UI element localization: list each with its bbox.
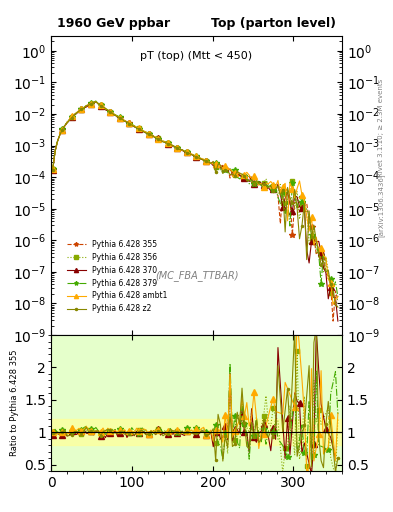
Pythia 6.428 355 (278, 221, 283, 227)
Legend: Pythia 6.428 355, Pythia 6.428 356, Pythia 6.428 370, Pythia 6.428 379, Pythia 6: Pythia 6.428 355, Pythia 6.428 356, Pyth… (64, 237, 170, 316)
Y-axis label: Ratio to Pythia 6.428 355: Ratio to Pythia 6.428 355 (10, 350, 19, 456)
Pythia 6.428 355 (331, 318, 336, 324)
Pythia 6.428 ambt1 (94, 99, 98, 105)
Pythia 6.428 356 (129, 122, 134, 128)
Pythia 6.428 355 (328, 283, 333, 289)
Pythia 6.428 ambt1 (336, 294, 340, 300)
Pythia 6.428 379 (50, 166, 55, 173)
Pythia 6.428 356 (278, 181, 283, 187)
Pythia 6.428 355 (211, 159, 216, 165)
Pythia 6.428 379 (249, 177, 254, 183)
Pythia 6.428 ambt1 (113, 112, 118, 118)
Line: Pythia 6.428 356: Pythia 6.428 356 (51, 99, 340, 309)
Pythia 6.428 355 (249, 178, 254, 184)
Pythia 6.428 ambt1 (129, 122, 134, 128)
Pythia 6.428 355 (113, 112, 118, 118)
Line: Pythia 6.428 355: Pythia 6.428 355 (50, 99, 341, 324)
Pythia 6.428 370 (211, 163, 216, 169)
Bar (51, 419, 342, 445)
Pythia 6.428 379 (113, 112, 118, 118)
Pythia 6.428 355 (94, 99, 98, 105)
Pythia 6.428 355 (129, 122, 134, 128)
Pythia 6.428 356 (336, 294, 340, 301)
Text: [arXiv:1306.3436]: [arXiv:1306.3436] (378, 173, 385, 237)
Pythia 6.428 355 (336, 297, 340, 304)
Pythia 6.428 356 (211, 161, 216, 167)
Pythia 6.428 370 (249, 174, 254, 180)
Text: Top (parton level): Top (parton level) (211, 17, 336, 30)
Pythia 6.428 356 (94, 98, 98, 104)
Pythia 6.428 z2 (278, 193, 283, 199)
Bar (51, 329, 342, 471)
Line: Pythia 6.428 z2: Pythia 6.428 z2 (51, 100, 340, 309)
Pythia 6.428 z2 (211, 158, 216, 164)
Pythia 6.428 356 (249, 175, 254, 181)
Pythia 6.428 379 (328, 276, 333, 283)
Pythia 6.428 z2 (336, 304, 340, 310)
Pythia 6.428 370 (328, 284, 333, 290)
Text: pT (top) (Mtt < 450): pT (top) (Mtt < 450) (140, 51, 253, 61)
Pythia 6.428 370 (336, 318, 340, 324)
Pythia 6.428 z2 (94, 99, 98, 105)
Pythia 6.428 379 (129, 121, 134, 127)
Pythia 6.428 370 (113, 112, 118, 118)
Pythia 6.428 ambt1 (211, 161, 216, 167)
Pythia 6.428 z2 (328, 281, 333, 287)
Pythia 6.428 ambt1 (50, 166, 55, 173)
Pythia 6.428 ambt1 (328, 280, 333, 286)
Line: Pythia 6.428 379: Pythia 6.428 379 (50, 98, 341, 300)
Pythia 6.428 379 (211, 160, 216, 166)
Text: (MC_FBA_TTBAR): (MC_FBA_TTBAR) (155, 270, 238, 281)
Text: 1960 GeV ppbar: 1960 GeV ppbar (57, 17, 170, 30)
Pythia 6.428 ambt1 (331, 302, 336, 308)
Pythia 6.428 379 (336, 294, 340, 300)
Pythia 6.428 ambt1 (249, 176, 254, 182)
Pythia 6.428 370 (129, 122, 134, 128)
Pythia 6.428 379 (278, 200, 283, 206)
Pythia 6.428 z2 (129, 122, 134, 128)
Line: Pythia 6.428 ambt1: Pythia 6.428 ambt1 (50, 99, 341, 307)
Pythia 6.428 356 (50, 166, 55, 173)
Pythia 6.428 379 (94, 98, 98, 104)
Pythia 6.428 ambt1 (278, 190, 283, 197)
Pythia 6.428 356 (333, 304, 338, 310)
Pythia 6.428 370 (50, 167, 55, 173)
Pythia 6.428 z2 (249, 176, 254, 182)
Text: Rivet 3.1.10; ≥ 2.3M events: Rivet 3.1.10; ≥ 2.3M events (378, 79, 384, 177)
Line: Pythia 6.428 370: Pythia 6.428 370 (50, 99, 341, 324)
Pythia 6.428 z2 (50, 166, 55, 173)
Pythia 6.428 z2 (113, 112, 118, 118)
Pythia 6.428 370 (94, 99, 98, 105)
Pythia 6.428 370 (278, 191, 283, 197)
Pythia 6.428 356 (113, 112, 118, 118)
Pythia 6.428 356 (328, 289, 333, 295)
Pythia 6.428 355 (50, 166, 55, 173)
